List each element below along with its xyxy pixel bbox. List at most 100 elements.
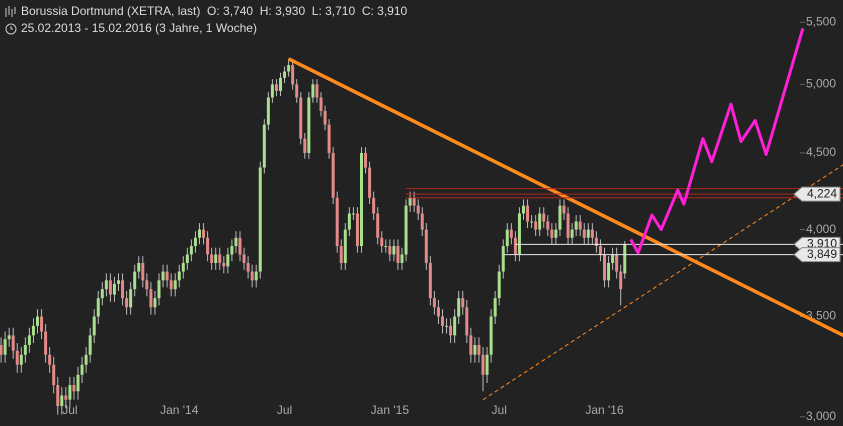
candle-body [376,213,380,238]
candle-body [343,229,347,263]
candle-body [449,325,453,336]
y-tick-label: 5,500 [806,15,836,29]
candle-body [121,280,125,299]
candle-body [424,229,428,263]
candle-body [538,213,542,230]
candle-body [72,385,76,392]
y-tick-label: 4,500 [806,145,836,159]
candle-body [104,280,108,290]
y-tick-label: 3,000 [806,409,836,423]
candle-body [185,254,189,263]
candle-body [169,280,173,290]
candle-body [473,345,477,355]
candle-body [262,124,266,168]
candle-body [60,395,64,407]
candle-body [222,262,226,267]
candle-body [388,246,392,255]
x-tick-label: Jan '14 [160,403,199,417]
header-icon [5,6,16,17]
candle-body [509,229,513,238]
candle-body [117,280,120,284]
candle-body [303,138,307,153]
candle-body [469,335,473,355]
candle-body [327,124,331,153]
candle-body [64,395,68,400]
candle-body [177,271,181,281]
candle-body [165,271,169,281]
candle-body [396,246,400,263]
candle-body [611,254,615,263]
candle-body [530,221,534,223]
candle-body [489,316,493,355]
candle-body [590,229,594,238]
price-tag [793,186,841,202]
candle-body [129,289,133,308]
candle-body [246,262,250,272]
candle-body [238,237,242,255]
candle-body [331,152,335,198]
candle-body [44,331,48,355]
candle-body [145,280,149,290]
candle-body [153,298,157,308]
candle-body [15,350,19,365]
candle-body [52,364,56,386]
candle-body [445,325,449,327]
candle-body [436,307,440,317]
candle-body [287,65,291,72]
candle-body [84,354,88,365]
candle-body [23,345,27,355]
candle-body [242,254,246,263]
candle-body [550,229,554,238]
candle-body [40,316,44,332]
candle-body [202,229,206,238]
candle-body [534,221,538,230]
candle-body [76,374,80,392]
candle-body [501,246,505,272]
candle-body [3,339,7,355]
x-tick-label: Jul [492,403,507,417]
candle-body [517,213,521,255]
candle-body [149,289,153,308]
overlay-line [482,164,843,401]
candle-body [31,325,35,336]
candle-body [206,237,210,255]
candle-body [505,229,509,247]
candle-body [513,237,517,255]
candle-body [214,254,218,263]
candle-body [477,345,481,355]
chart-title: Borussia Dortmund (XETRA, last) O: 3,740… [21,4,408,18]
candle-body [80,364,84,375]
candle-body [19,354,23,365]
candle-body [497,271,501,299]
candle-body [274,84,278,91]
price-tag [793,247,841,263]
candle-body [461,298,465,308]
candle-body [522,205,525,214]
overlay-line [629,27,805,255]
candle-body [11,335,15,351]
candle-body [230,246,234,255]
candle-body [226,254,230,267]
candle-body [125,298,129,308]
candle-body [157,280,161,299]
candle-body [295,84,299,98]
candle-body [311,84,315,98]
chart-subtitle: 25.02.2013 - 15.02.2016 (3 Jahre, 1 Woch… [21,21,257,35]
candle-body [193,237,197,247]
candle-body [0,345,3,355]
candle-body [384,246,388,248]
clock-icon [5,23,17,35]
candle-body [92,316,96,336]
price-tag-label: 4,224 [807,186,837,200]
candle-body [335,197,339,247]
candle-body [351,213,355,215]
candle-body [270,84,274,98]
candle-body [360,152,363,247]
price-tag-label: 3,849 [807,247,837,261]
candle-body [112,283,116,295]
candle-body [355,213,359,247]
candle-body [347,213,351,230]
x-tick-label: Jul [277,403,292,417]
candle-body [108,280,112,295]
candle-body [420,213,424,230]
